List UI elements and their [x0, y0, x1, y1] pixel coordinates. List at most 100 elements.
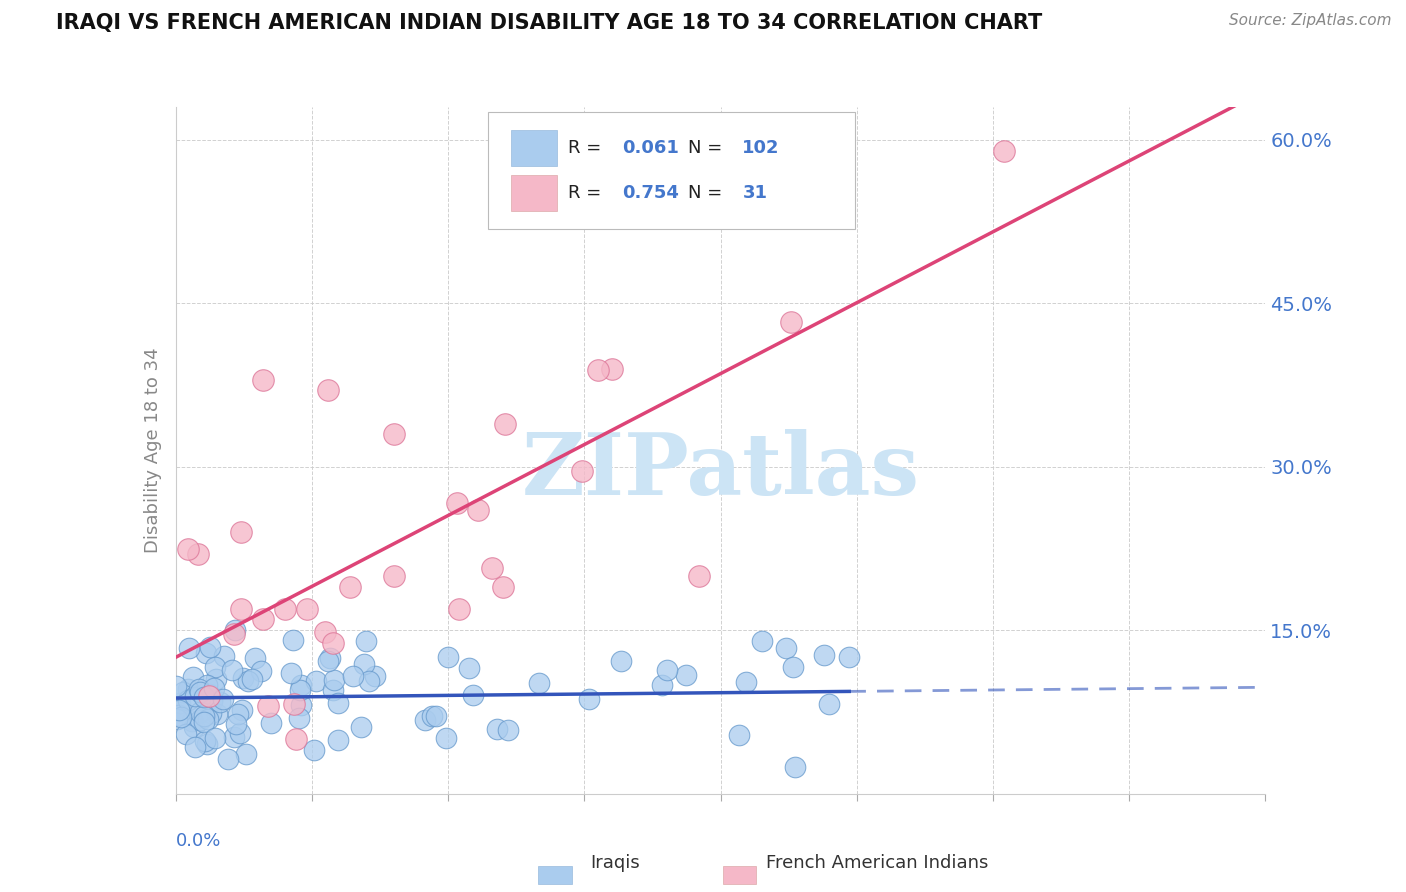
Point — [183, 720, 205, 734]
Point — [201, 693, 224, 707]
Point — [229, 726, 252, 740]
Point — [172, 685, 194, 699]
Text: Source: ZipAtlas.com: Source: ZipAtlas.com — [1229, 13, 1392, 29]
Point — [485, 722, 508, 736]
Point — [243, 651, 266, 665]
Point — [217, 752, 239, 766]
Text: N =: N = — [688, 184, 723, 202]
Point — [252, 373, 274, 387]
Point — [231, 601, 253, 615]
Text: R =: R = — [568, 184, 607, 202]
Point — [364, 669, 387, 683]
Point — [357, 673, 380, 688]
Point — [775, 640, 797, 655]
Point — [201, 694, 224, 708]
Point — [231, 703, 253, 717]
Point — [194, 734, 217, 748]
Point — [169, 703, 191, 717]
Point — [319, 651, 342, 665]
Text: ZIPatlas: ZIPatlas — [522, 429, 920, 513]
Point — [420, 708, 443, 723]
Point — [496, 723, 519, 737]
Point — [463, 688, 485, 702]
Point — [207, 706, 229, 721]
Point — [283, 697, 305, 711]
Point — [235, 747, 257, 762]
Point — [413, 713, 436, 727]
Point — [170, 710, 193, 724]
Point — [314, 625, 336, 640]
Point — [434, 731, 457, 745]
Point — [188, 705, 211, 719]
Point — [322, 673, 344, 688]
Point — [588, 362, 610, 376]
Point — [274, 601, 297, 615]
Point — [467, 503, 489, 517]
Point — [284, 732, 307, 747]
Point — [240, 672, 263, 686]
Point — [238, 673, 260, 688]
FancyBboxPatch shape — [488, 112, 855, 229]
Point — [193, 690, 215, 705]
Point — [600, 361, 623, 376]
Point — [188, 684, 211, 698]
Point — [339, 580, 361, 594]
Point — [184, 690, 207, 704]
Point — [167, 703, 190, 717]
Point — [280, 666, 302, 681]
Point — [190, 704, 212, 718]
Point — [318, 384, 340, 398]
Point — [181, 670, 204, 684]
Point — [318, 654, 340, 668]
Point — [481, 560, 503, 574]
Point — [322, 636, 344, 650]
Point — [302, 743, 325, 757]
Point — [200, 706, 222, 720]
Point — [354, 634, 377, 648]
Point — [494, 417, 516, 431]
FancyBboxPatch shape — [512, 130, 557, 166]
Point — [657, 663, 679, 677]
Point — [813, 648, 835, 662]
Point — [177, 693, 200, 707]
Point — [651, 677, 673, 691]
Point — [993, 144, 1015, 158]
Point — [204, 681, 226, 696]
Point — [177, 681, 200, 696]
Point — [382, 427, 405, 442]
Point — [222, 626, 245, 640]
Point — [782, 660, 804, 674]
Point — [382, 569, 405, 583]
Point — [225, 717, 247, 731]
Point — [571, 464, 593, 478]
Point — [166, 712, 188, 726]
Point — [169, 697, 191, 711]
Point — [184, 740, 207, 755]
Point — [688, 569, 710, 583]
Point — [204, 731, 226, 745]
Point — [194, 646, 217, 660]
Point — [177, 542, 200, 557]
Point — [231, 525, 253, 540]
Point — [195, 737, 218, 751]
Point — [838, 650, 860, 665]
Point — [165, 679, 187, 693]
Point — [193, 714, 215, 729]
Point — [349, 719, 371, 733]
Point — [224, 623, 246, 637]
Point — [751, 633, 773, 648]
Point — [232, 671, 254, 685]
Point — [193, 709, 215, 723]
Point — [457, 661, 479, 675]
Point — [446, 496, 468, 510]
Point — [578, 692, 600, 706]
Point — [179, 641, 201, 656]
Point — [295, 601, 318, 615]
Text: R =: R = — [568, 139, 607, 157]
Point — [322, 683, 344, 698]
Text: French American Indians: French American Indians — [766, 855, 988, 872]
Point — [195, 678, 218, 692]
Point — [290, 698, 312, 712]
Point — [610, 654, 633, 668]
Point — [780, 315, 803, 329]
